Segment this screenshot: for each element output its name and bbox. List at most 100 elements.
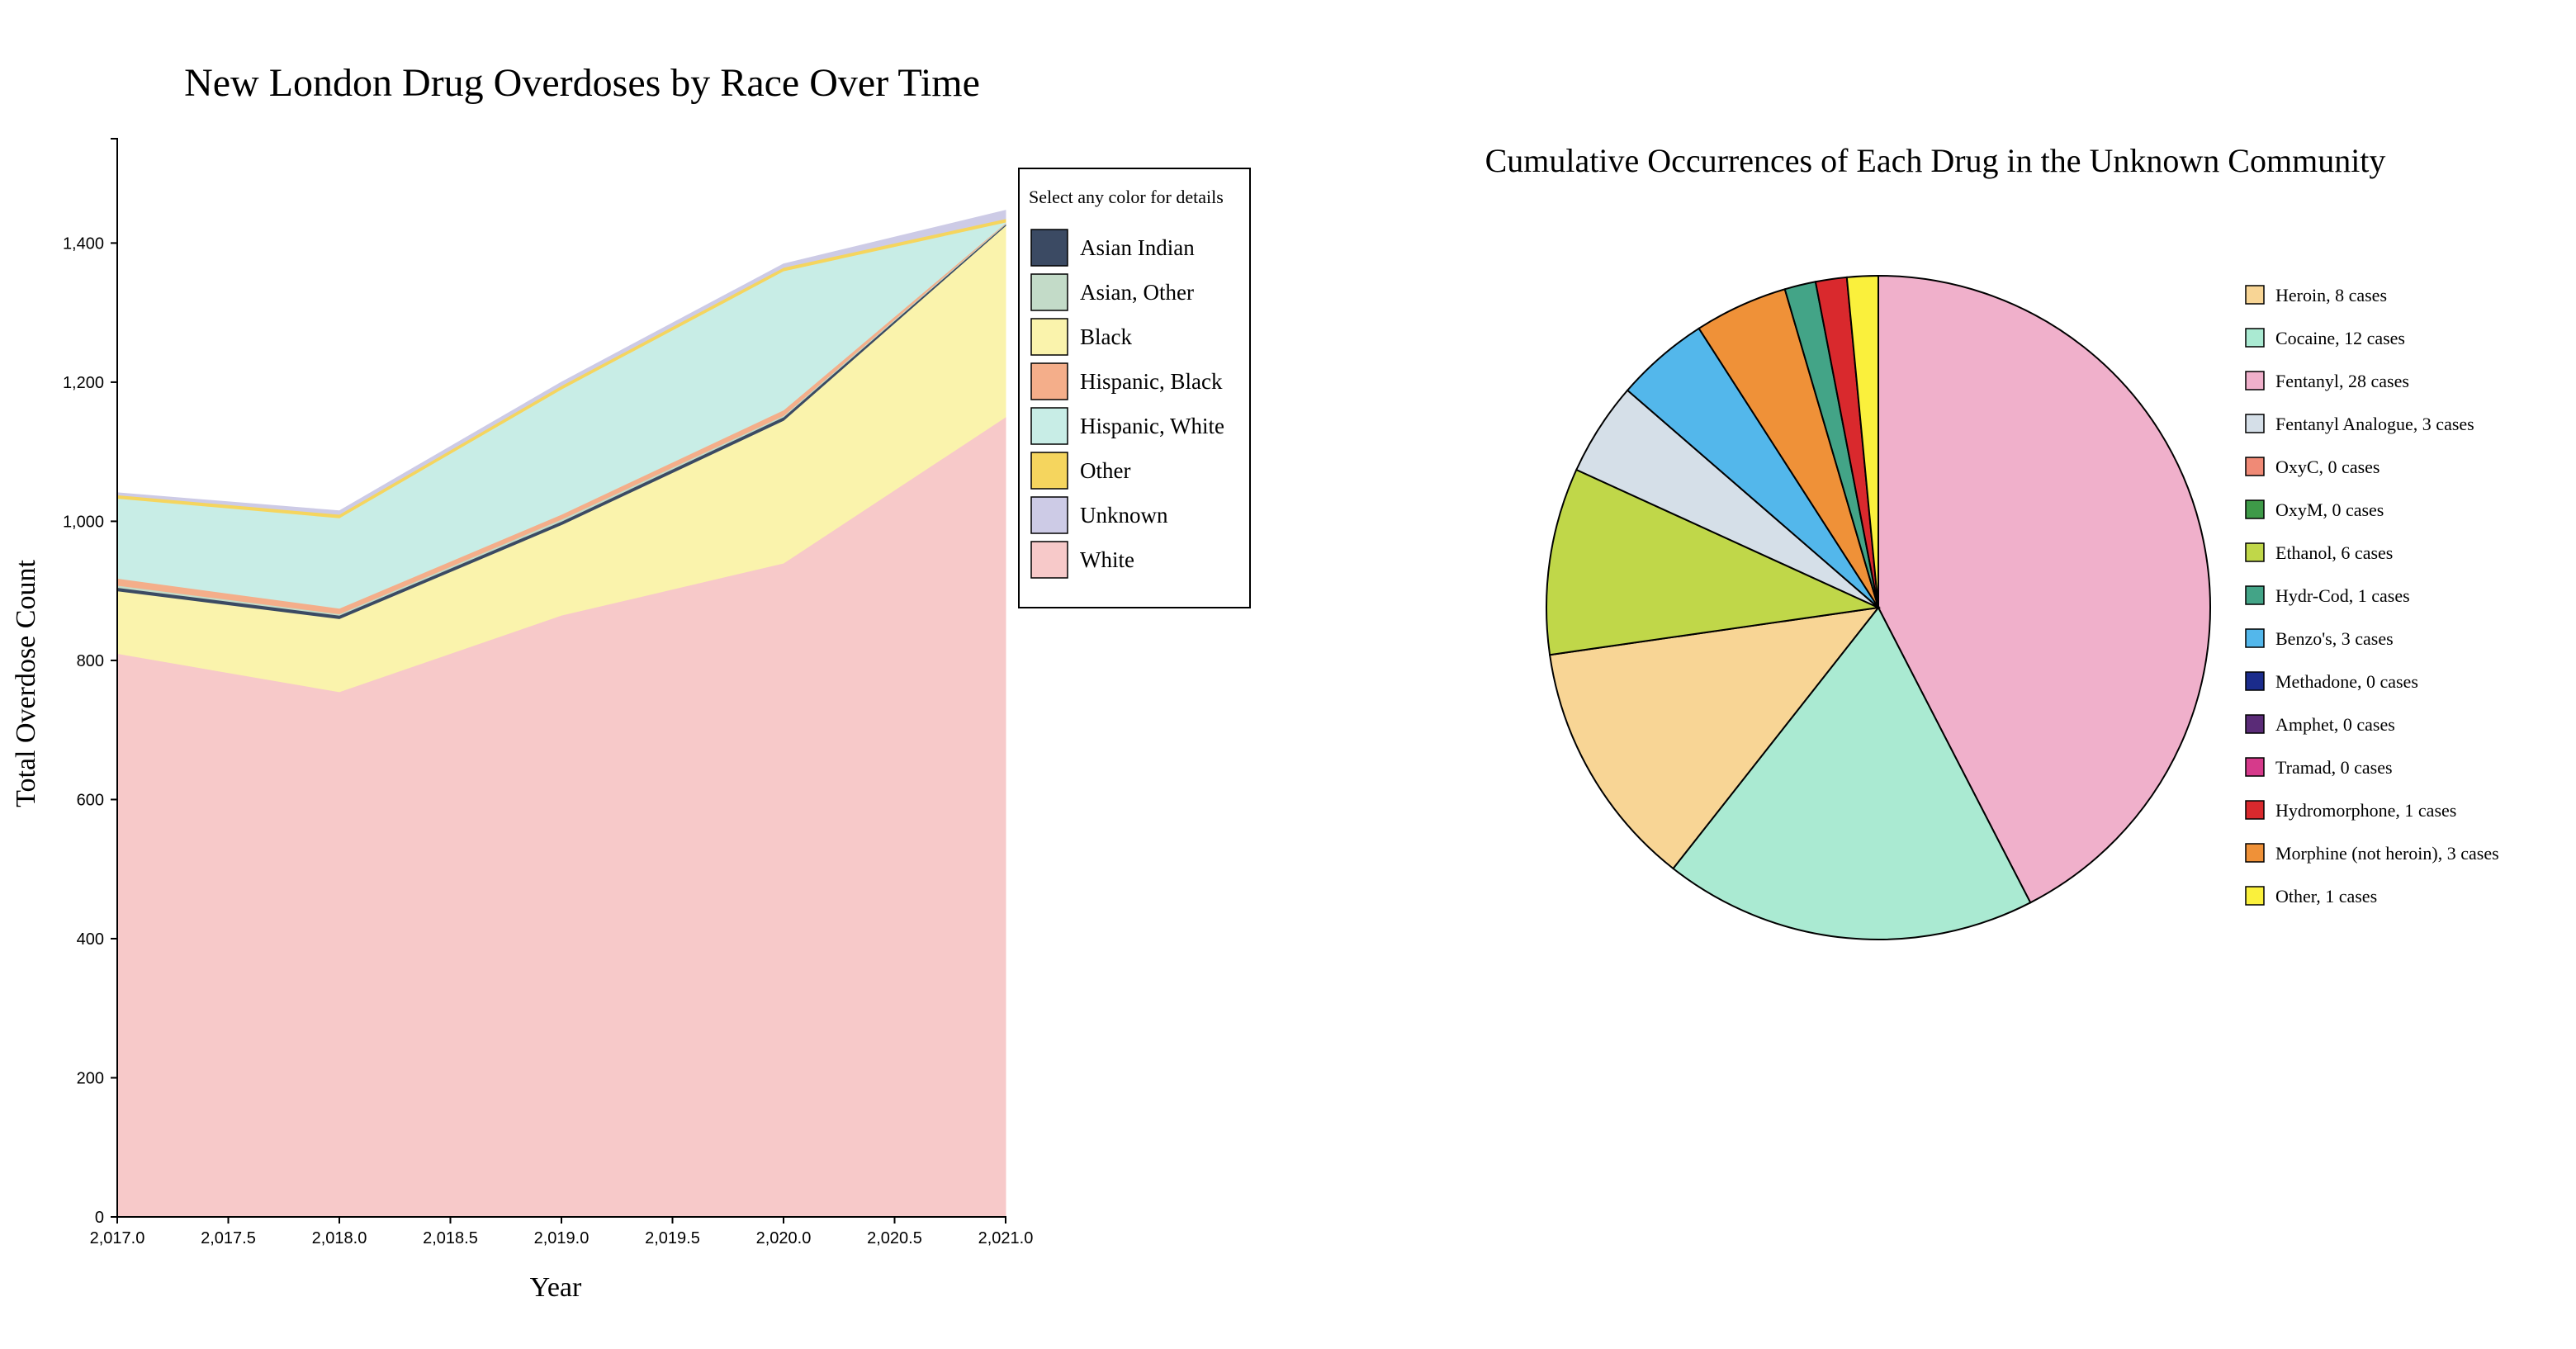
- y-axis-label: Total Overdose Count: [11, 560, 41, 807]
- area-chart: New London Drug Overdoses by Race Over T…: [11, 61, 1251, 1303]
- legend-item-white[interactable]: White: [1030, 541, 1134, 579]
- drug-legend-label: Fentanyl Analogue, 3 cases: [2275, 414, 2474, 434]
- y-tick-label: 800: [77, 652, 104, 670]
- x-tick-label: 2,018.5: [423, 1229, 478, 1247]
- legend-item-other[interactable]: Other: [1030, 452, 1130, 490]
- drug-legend-label: Ethanol, 6 cases: [2275, 542, 2393, 563]
- drug-legend-item-oxym: OxyM, 0 cases: [2245, 499, 2384, 520]
- drug-legend-swatch: [2245, 886, 2265, 906]
- x-tick-label: 2,020.0: [756, 1229, 812, 1247]
- drug-legend-label: Heroin, 8 cases: [2275, 285, 2387, 305]
- pie-slice-other[interactable]: [1845, 274, 1879, 608]
- legend-label[interactable]: Black: [1080, 324, 1132, 349]
- x-tick-label: 2,017.5: [201, 1229, 256, 1247]
- legend-swatch[interactable]: [1030, 229, 1068, 267]
- drug-legend-swatch: [2245, 542, 2265, 562]
- pie-slices: [1546, 274, 2211, 940]
- drug-legend-swatch: [2245, 457, 2265, 476]
- area-unknown[interactable]: [116, 210, 1006, 515]
- race-legend: Select any color for details Asian India…: [1018, 168, 1251, 608]
- drug-legend-label: Tramad, 0 cases: [2275, 757, 2393, 778]
- drug-legend-item-hydromorphone: Hydromorphone, 1 cases: [2245, 800, 2456, 821]
- drug-legend-label: Amphet, 0 cases: [2275, 714, 2395, 735]
- legend-swatch[interactable]: [1030, 541, 1068, 579]
- pie-slice-heroin[interactable]: [1548, 606, 1881, 870]
- y-tick-label: 1,400: [63, 234, 104, 253]
- pie-slice-fentanyl[interactable]: [1878, 274, 2211, 904]
- drug-legend-item-tramad: Tramad, 0 cases: [2245, 757, 2393, 778]
- drug-legend-swatch: [2245, 499, 2265, 519]
- legend-label[interactable]: Hispanic, White: [1080, 414, 1224, 438]
- drug-legend-swatch: [2245, 371, 2265, 390]
- x-tick-label: 2,018.0: [312, 1229, 367, 1247]
- drug-legend-item-fentanyl-analogue: Fentanyl Analogue, 3 cases: [2245, 414, 2474, 434]
- drug-legend-swatch: [2245, 757, 2265, 777]
- pie-slice-ethanol[interactable]: [1546, 468, 1882, 656]
- y-tick-label: 1,000: [63, 513, 104, 531]
- drug-legend-item-heroin: Heroin, 8 cases: [2245, 285, 2387, 305]
- drug-legend-label: Morphine (not heroin), 3 cases: [2275, 843, 2499, 864]
- legend-swatch[interactable]: [1030, 452, 1068, 490]
- x-tick-label: 2,021.0: [978, 1229, 1034, 1247]
- legend-item-hispanic-white[interactable]: Hispanic, White: [1030, 407, 1224, 445]
- legend-item-hispanic-black[interactable]: Hispanic, Black: [1030, 362, 1223, 400]
- legend-label[interactable]: Asian, Other: [1080, 280, 1194, 305]
- drug-legend-label: Cocaine, 12 cases: [2275, 328, 2405, 348]
- legend-swatch[interactable]: [1030, 318, 1068, 356]
- drug-legend-swatch: [2245, 628, 2265, 648]
- drug-legend-swatch: [2245, 285, 2265, 305]
- x-tick-label: 2,020.5: [867, 1229, 922, 1247]
- drug-legend-swatch: [2245, 800, 2265, 820]
- drug-legend-swatch: [2245, 585, 2265, 605]
- drug-legend-label: Hydromorphone, 1 cases: [2275, 800, 2456, 821]
- y-axis: 0 200 400 600 800 1,000 1,200 1,400: [63, 138, 118, 1227]
- x-tick-label: 2,019.0: [534, 1229, 590, 1247]
- drug-legend-swatch: [2245, 671, 2265, 691]
- x-tick-label: 2,019.5: [645, 1229, 700, 1247]
- x-axis-label: Year: [530, 1272, 582, 1303]
- drug-legend-swatch: [2245, 328, 2265, 348]
- drug-legend-label: Fentanyl, 28 cases: [2275, 371, 2409, 391]
- drug-legend-swatch: [2245, 714, 2265, 734]
- drug-legend-label: OxyC, 0 cases: [2275, 457, 2379, 477]
- y-axis-line: [111, 138, 118, 1218]
- legend-item-asian-indian[interactable]: Asian Indian: [1030, 229, 1195, 267]
- x-axis: 2,017.0 2,017.5 2,018.0 2,018.5 2,019.0 2,019…: [90, 1216, 1034, 1247]
- drug-legend-label: Methadone, 0 cases: [2275, 671, 2418, 692]
- legend-swatch[interactable]: [1030, 273, 1068, 311]
- pie-chart-title: Cumulative Occurrences of Each Drug in t…: [1485, 142, 2386, 179]
- legend-swatch[interactable]: [1030, 362, 1068, 400]
- legend-label[interactable]: Other: [1080, 458, 1130, 483]
- drug-legend-swatch: [2245, 414, 2265, 433]
- legend-swatch[interactable]: [1030, 407, 1068, 445]
- y-tick-label: 200: [77, 1069, 104, 1087]
- legend-item-black[interactable]: Black: [1030, 318, 1132, 356]
- y-tick-label: 600: [77, 791, 104, 809]
- area-layers: [116, 210, 1006, 1218]
- drug-legend-item-ethanol: Ethanol, 6 cases: [2245, 542, 2393, 563]
- legend-label[interactable]: Asian Indian: [1080, 235, 1195, 260]
- legend-label[interactable]: Hispanic, Black: [1080, 369, 1223, 394]
- pie-chart: Cumulative Occurrences of Each Drug in t…: [1485, 142, 2499, 940]
- race-legend-items[interactable]: Asian Indian Asian, Other Black Hispanic, B…: [1030, 229, 1224, 579]
- legend-item-unknown[interactable]: Unknown: [1030, 496, 1168, 534]
- y-tick-label: 1,200: [63, 374, 104, 392]
- legend-item-asian-other[interactable]: Asian, Other: [1030, 273, 1194, 311]
- y-tick-label: 0: [95, 1209, 104, 1227]
- pie-slice-cocaine[interactable]: [1672, 606, 2032, 940]
- drug-legend-item-oxyc: OxyC, 0 cases: [2245, 457, 2379, 477]
- legend-label[interactable]: Unknown: [1080, 503, 1168, 528]
- drug-legend-swatch: [2245, 843, 2265, 863]
- drug-legend-label: OxyM, 0 cases: [2275, 499, 2384, 520]
- legend-label[interactable]: White: [1080, 547, 1134, 572]
- drug-legend: Heroin, 8 cases Cocaine, 12 cases Fentanyl…: [2245, 285, 2499, 906]
- drug-legend-label: Other, 1 cases: [2275, 886, 2377, 906]
- area-chart-title: New London Drug Overdoses by Race Over T…: [184, 61, 980, 105]
- drug-legend-item-amphet: Amphet, 0 cases: [2245, 714, 2395, 735]
- drug-legend-item-methadone: Methadone, 0 cases: [2245, 671, 2418, 692]
- legend-swatch[interactable]: [1030, 496, 1068, 534]
- drug-legend-label: Hydr-Cod, 1 cases: [2275, 585, 2410, 606]
- drug-legend-item-other: Other, 1 cases: [2245, 886, 2377, 906]
- drug-legend-item-benzo-s: Benzo's, 3 cases: [2245, 628, 2394, 649]
